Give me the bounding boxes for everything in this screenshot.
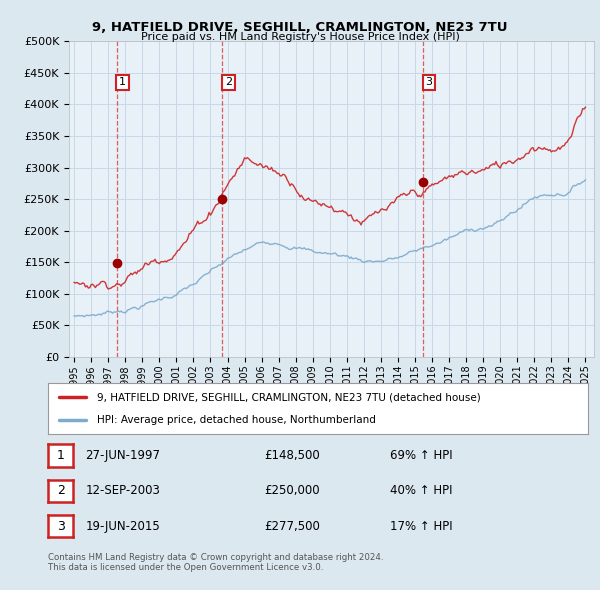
Text: Contains HM Land Registry data © Crown copyright and database right 2024.: Contains HM Land Registry data © Crown c… <box>48 553 383 562</box>
Text: 12-SEP-2003: 12-SEP-2003 <box>85 484 160 497</box>
Text: £250,000: £250,000 <box>264 484 320 497</box>
Text: 17% ↑ HPI: 17% ↑ HPI <box>390 520 452 533</box>
Text: HPI: Average price, detached house, Northumberland: HPI: Average price, detached house, Nort… <box>97 415 376 425</box>
Text: 27-JUN-1997: 27-JUN-1997 <box>85 449 160 462</box>
Text: £148,500: £148,500 <box>264 449 320 462</box>
Text: 1: 1 <box>56 449 65 462</box>
Text: £277,500: £277,500 <box>264 520 320 533</box>
Text: 69% ↑ HPI: 69% ↑ HPI <box>390 449 452 462</box>
Text: This data is licensed under the Open Government Licence v3.0.: This data is licensed under the Open Gov… <box>48 563 323 572</box>
Text: Price paid vs. HM Land Registry's House Price Index (HPI): Price paid vs. HM Land Registry's House … <box>140 32 460 42</box>
Text: 1: 1 <box>119 77 126 87</box>
Text: 40% ↑ HPI: 40% ↑ HPI <box>390 484 452 497</box>
Text: 2: 2 <box>56 484 65 497</box>
Text: 19-JUN-2015: 19-JUN-2015 <box>85 520 160 533</box>
Text: 2: 2 <box>225 77 232 87</box>
Text: 9, HATFIELD DRIVE, SEGHILL, CRAMLINGTON, NE23 7TU: 9, HATFIELD DRIVE, SEGHILL, CRAMLINGTON,… <box>92 21 508 34</box>
Text: 3: 3 <box>425 77 433 87</box>
Text: 3: 3 <box>56 520 65 533</box>
Text: 9, HATFIELD DRIVE, SEGHILL, CRAMLINGTON, NE23 7TU (detached house): 9, HATFIELD DRIVE, SEGHILL, CRAMLINGTON,… <box>97 392 481 402</box>
